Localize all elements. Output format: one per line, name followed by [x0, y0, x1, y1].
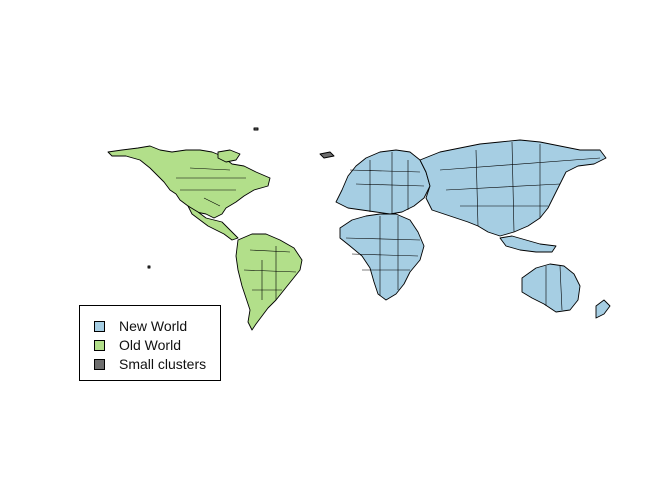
- region-south-america: [235, 233, 303, 331]
- legend-swatch: [94, 358, 105, 370]
- legend-label: New World: [119, 318, 188, 334]
- region-central-america: [187, 205, 239, 241]
- legend-label: Old World: [119, 337, 181, 353]
- region-europe: [335, 149, 431, 215]
- region-australia: [521, 263, 581, 313]
- region-new-zealand: [595, 299, 611, 319]
- region-north-america: [107, 145, 271, 219]
- legend-swatch: [94, 320, 105, 332]
- region-africa: [339, 213, 425, 301]
- legend-swatch: [94, 339, 105, 351]
- country-borders: [176, 141, 601, 311]
- region-southeast-asia: [499, 235, 557, 253]
- region-greenland: [217, 149, 241, 163]
- legend-label: Small clusters: [119, 356, 207, 372]
- legend-item-small-clusters: Small clusters: [94, 355, 206, 373]
- legend-item-old-world: Old World: [94, 336, 181, 354]
- legend-item-new-world: New World: [94, 317, 187, 335]
- region-islands: [147, 127, 335, 269]
- map-legend: New World Old World Small clusters: [79, 305, 221, 381]
